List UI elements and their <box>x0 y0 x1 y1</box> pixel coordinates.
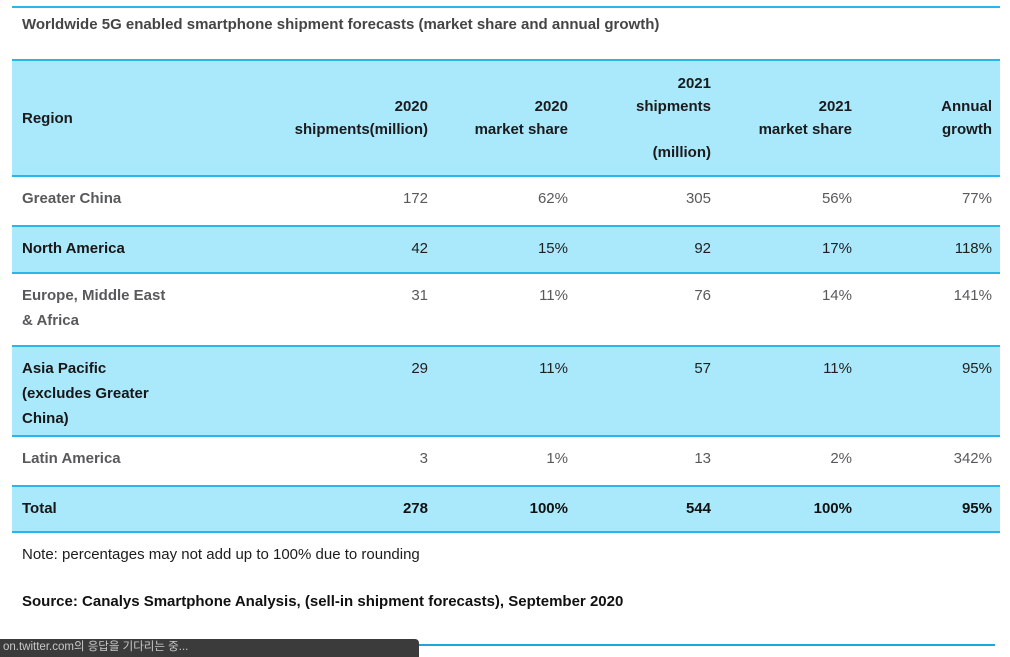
shipments-2021-cell: 305 <box>685 190 711 207</box>
share-2021-cell: 56% <box>821 190 852 207</box>
shipments-2020-cell: 172 <box>402 190 428 207</box>
growth-cell: 141% <box>953 287 992 304</box>
header-2021-shipments: 2021 shipments (million) <box>576 59 719 177</box>
header-2020-market-share: 2020 market share <box>436 59 576 177</box>
growth-cell: 118% <box>954 240 992 257</box>
shipments-2020-cell: 29 <box>411 360 428 377</box>
table-row-asia-pacific: Asia Pacific (excludes Greater China) 29… <box>12 346 1000 436</box>
table-row-emea: Europe, Middle East & Africa 31 11% 76 1… <box>12 273 1000 346</box>
region-cell: North America <box>22 240 125 257</box>
shipments-2020-cell: 42 <box>411 240 428 257</box>
header-row: Region 2020 shipments(million) 2020 mark… <box>12 59 1000 177</box>
top-divider <box>12 6 1000 8</box>
share-2021-cell: 2% <box>830 450 852 467</box>
bottom-divider <box>12 644 995 646</box>
rounding-note: Note: percentages may not add up to 100%… <box>22 546 420 563</box>
shipments-2020-cell: 278 <box>402 500 428 517</box>
header-2020-shipments: 2020 shipments(million) <box>250 59 436 177</box>
share-2020-cell: 11% <box>539 287 568 304</box>
region-cell: Europe, Middle East & Africa <box>22 287 166 329</box>
shipments-2021-cell: 76 <box>694 287 711 304</box>
shipments-2020-cell: 31 <box>411 287 428 304</box>
share-2020-cell: 62% <box>537 190 568 207</box>
share-2020-cell: 1% <box>546 450 568 467</box>
shipments-2021-cell: 544 <box>685 500 711 517</box>
growth-cell: 342% <box>953 450 992 467</box>
header-region: Region <box>12 59 250 177</box>
source-credit: Source: Canalys Smartphone Analysis, (se… <box>22 593 624 610</box>
shipments-2021-cell: 57 <box>694 360 711 377</box>
growth-cell: 77% <box>961 190 992 207</box>
share-2020-cell: 100% <box>529 500 568 517</box>
region-cell: Latin America <box>22 450 121 467</box>
table-row-total: Total 278 100% 544 100% 95% <box>12 486 1000 532</box>
header-annual-growth: Annual growth <box>860 59 1000 177</box>
share-2021-cell: 11% <box>823 360 852 377</box>
shipments-2020-cell: 3 <box>419 450 428 467</box>
table-row-north-america: North America 42 15% 92 17% 118% <box>12 226 1000 273</box>
share-2021-cell: 14% <box>821 287 852 304</box>
browser-status-bar: on.twitter.com의 응답을 기다리는 중... <box>0 639 419 657</box>
growth-cell: 95% <box>961 360 992 377</box>
table-row-latin-america: Latin America 3 1% 13 2% 342% <box>12 436 1000 486</box>
region-cell: Greater China <box>22 190 122 207</box>
forecast-table: Region 2020 shipments(million) 2020 mark… <box>12 59 1000 533</box>
region-cell: Asia Pacific (excludes Greater China) <box>22 360 149 427</box>
table-body: Greater China 172 62% 305 56% 77% North … <box>12 176 1000 532</box>
status-bar-text: on.twitter.com의 응답을 기다리는 중... <box>3 641 189 653</box>
table-row-greater-china: Greater China 172 62% 305 56% 77% <box>12 176 1000 226</box>
region-cell: Total <box>22 500 57 517</box>
share-2021-cell: 17% <box>821 240 852 257</box>
shipments-2021-cell: 92 <box>694 240 711 257</box>
share-2021-cell: 100% <box>813 500 852 517</box>
page-content: Worldwide 5G enabled smartphone shipment… <box>12 6 1000 611</box>
page-title: Worldwide 5G enabled smartphone shipment… <box>22 16 660 33</box>
header-2021-market-share: 2021 market share <box>719 59 860 177</box>
share-2020-cell: 15% <box>537 240 568 257</box>
shipments-2021-cell: 13 <box>694 450 711 467</box>
share-2020-cell: 11% <box>539 360 568 377</box>
growth-cell: 95% <box>961 500 992 517</box>
table-header: Region 2020 shipments(million) 2020 mark… <box>12 59 1000 177</box>
